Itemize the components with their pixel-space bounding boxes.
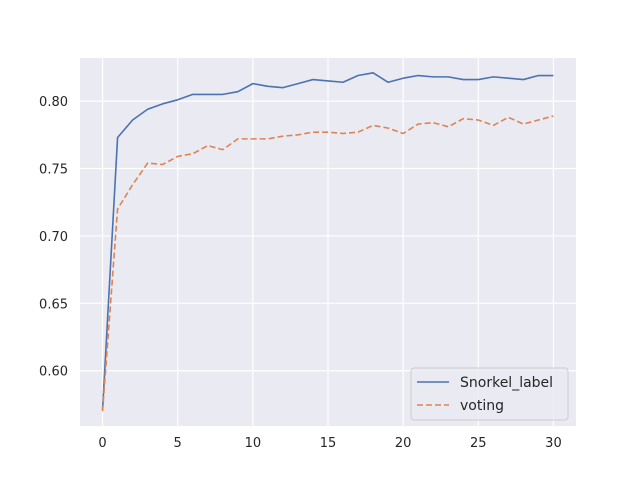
x-tick-label: 15 [320,436,337,451]
series-line-1 [101,115,554,412]
y-tick-label: 0.65 [39,297,68,312]
x-tick-label: 30 [545,436,562,451]
legend-box [410,367,569,421]
legend-label: Snorkel_label [460,375,553,391]
grid-lines [80,58,576,426]
x-tick-label: 0 [98,436,106,451]
legend-label: voting [460,398,504,414]
y-tick-label: 0.70 [39,230,68,245]
y-axis-ticks: 0.60 0.65 0.70 0.75 0.80 [39,95,68,380]
x-axis-ticks: 0 5 10 15 20 25 30 [98,436,561,451]
x-tick-label: 10 [245,436,262,451]
x-tick-label: 5 [174,436,182,451]
y-tick-label: 0.75 [39,163,68,178]
y-tick-label: 0.60 [39,365,68,380]
x-tick-label: 20 [395,436,412,451]
series-lines [101,72,554,412]
x-tick-label: 25 [470,436,487,451]
y-tick-label: 0.80 [39,95,68,110]
series-line-0 [101,72,554,410]
